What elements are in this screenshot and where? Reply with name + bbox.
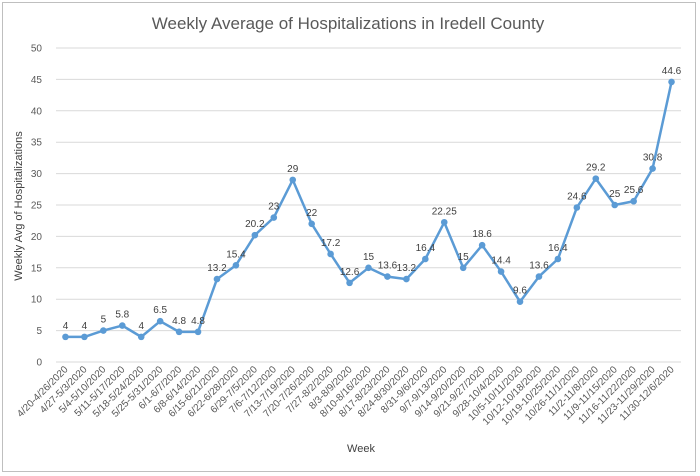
data-label: 13.6 (529, 261, 549, 272)
data-label: 17.2 (321, 238, 341, 249)
data-label: 25 (609, 189, 621, 200)
data-label: 16.4 (416, 243, 436, 254)
data-label: 24.6 (567, 192, 587, 203)
y-tick-label: 15 (31, 263, 43, 274)
y-tick-label: 40 (31, 106, 43, 117)
y-axis-title: Weekly Avg of Hospitalizations (13, 131, 25, 281)
y-tick-labels: 0 5 10 15 20 25 30 35 40 45 50 (31, 44, 43, 369)
data-point (573, 204, 581, 211)
data-label: 5 (101, 315, 107, 326)
x-axis-title: Week (347, 443, 375, 455)
data-point (100, 327, 107, 334)
data-point (630, 197, 637, 205)
data-label: 5.8 (115, 310, 129, 321)
data-label: 14.4 (491, 256, 511, 267)
data-label: 23 (268, 202, 280, 213)
data-label: 4 (82, 321, 88, 332)
data-label: 29.2 (586, 163, 606, 174)
data-point (611, 201, 619, 209)
data-point (156, 317, 164, 325)
data-point (365, 264, 372, 272)
data-label: 4.8 (191, 316, 205, 327)
data-point (118, 322, 126, 329)
data-label: 4.8 (172, 316, 186, 327)
data-label: 18.6 (472, 229, 492, 240)
data-point (81, 333, 88, 341)
data-label: 9.6 (513, 286, 527, 297)
data-label: 13.6 (378, 261, 398, 272)
data-label: 6.5 (153, 305, 167, 316)
data-point (440, 218, 448, 226)
y-tick-label: 50 (31, 44, 43, 55)
data-point (478, 241, 486, 249)
data-point (592, 175, 600, 182)
data-label: 15 (363, 252, 375, 263)
y-tick-label: 5 (36, 326, 42, 337)
data-label: 20.2 (245, 219, 265, 230)
data-label: 12.6 (340, 267, 360, 278)
data-point (497, 268, 505, 275)
data-label: 22 (306, 208, 318, 219)
chart-frame (2, 2, 696, 472)
data-label: 22.25 (432, 206, 457, 217)
data-label: 13.2 (207, 263, 227, 274)
y-tick-label: 20 (31, 232, 43, 243)
data-point (289, 176, 297, 184)
data-point (213, 275, 221, 283)
data-point (270, 214, 278, 221)
data-label: 13.2 (397, 263, 417, 274)
y-tick-label: 0 (36, 358, 42, 369)
series-hospitalizations (62, 78, 675, 341)
data-point (308, 220, 315, 228)
y-tick-label: 25 (31, 201, 43, 212)
data-label: 30.8 (643, 153, 663, 164)
data-point (554, 255, 562, 263)
data-label: 44.6 (662, 66, 682, 77)
data-point (62, 333, 69, 341)
y-tick-label: 35 (31, 138, 43, 149)
data-point (251, 231, 259, 239)
y-tick-label: 10 (31, 295, 43, 306)
data-label: 15 (458, 252, 470, 263)
data-point (516, 298, 524, 306)
data-point (346, 279, 353, 287)
data-point (459, 264, 467, 272)
data-label: 16.4 (548, 243, 568, 254)
data-label: 15.4 (226, 249, 246, 260)
y-tick-label: 45 (31, 75, 43, 86)
data-point (327, 250, 334, 258)
data-point (137, 333, 145, 341)
data-label: 4 (138, 321, 144, 332)
data-labels: 4 4 5 5.8 4 6.5 4.8 4.8 13.2 15.4 20.223 29 22 17.2 12… (63, 66, 682, 332)
data-point (535, 273, 543, 280)
data-label: 4 (63, 321, 69, 332)
chart-title: Weekly Average of Hospitalizations in Ir… (152, 14, 545, 33)
data-point (175, 328, 183, 336)
data-point (194, 328, 202, 336)
series-line (65, 81, 673, 339)
data-point (232, 261, 240, 269)
y-tick-label: 30 (31, 169, 43, 180)
data-label: 25.6 (624, 185, 644, 196)
data-point (403, 275, 410, 283)
data-point (384, 273, 391, 280)
data-label: 29 (287, 164, 299, 175)
x-tick-labels: 4/20-4/26/20204/27-5/3/20205/4-5/10/2020… (15, 364, 677, 428)
gridlines (56, 47, 681, 363)
data-point (649, 165, 656, 172)
data-point (668, 78, 675, 86)
data-point (422, 255, 429, 263)
